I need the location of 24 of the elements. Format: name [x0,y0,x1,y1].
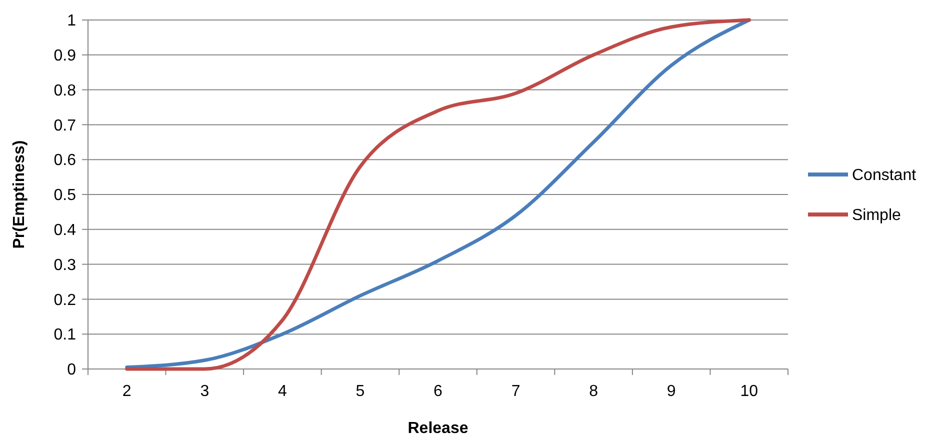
x-tick-label: 8 [589,383,598,400]
legend-label: Constant [852,167,917,184]
y-tick-label: 0.6 [54,152,76,170]
x-tick-label: 2 [122,383,132,400]
y-tick-label: 0.1 [54,326,76,344]
x-tick-label: 6 [434,383,443,400]
y-tick-label: 0.3 [54,256,76,274]
x-tick-label: 5 [356,383,365,400]
y-tick-label: 0.9 [54,48,76,64]
y-tick-label: 0.2 [54,292,76,309]
legend-label: Simple [852,207,902,224]
y-tick-label: 0.5 [54,187,76,204]
y-tick-label: 1 [67,12,76,30]
x-tick-label: 9 [666,383,676,400]
y-tick-label: 0.8 [54,82,76,100]
x-axis-title: Release [408,420,468,437]
y-tick-label: 0.4 [54,222,76,239]
x-tick-label: 3 [200,383,210,400]
y-axis-title: Pr(Emptiness) [11,140,28,249]
x-tick-label: 10 [740,383,758,400]
x-tick-label: 7 [511,383,520,400]
y-tick-label: 0 [67,362,76,379]
x-tick-label: 4 [278,383,287,400]
y-tick-label: 0.7 [54,117,76,134]
